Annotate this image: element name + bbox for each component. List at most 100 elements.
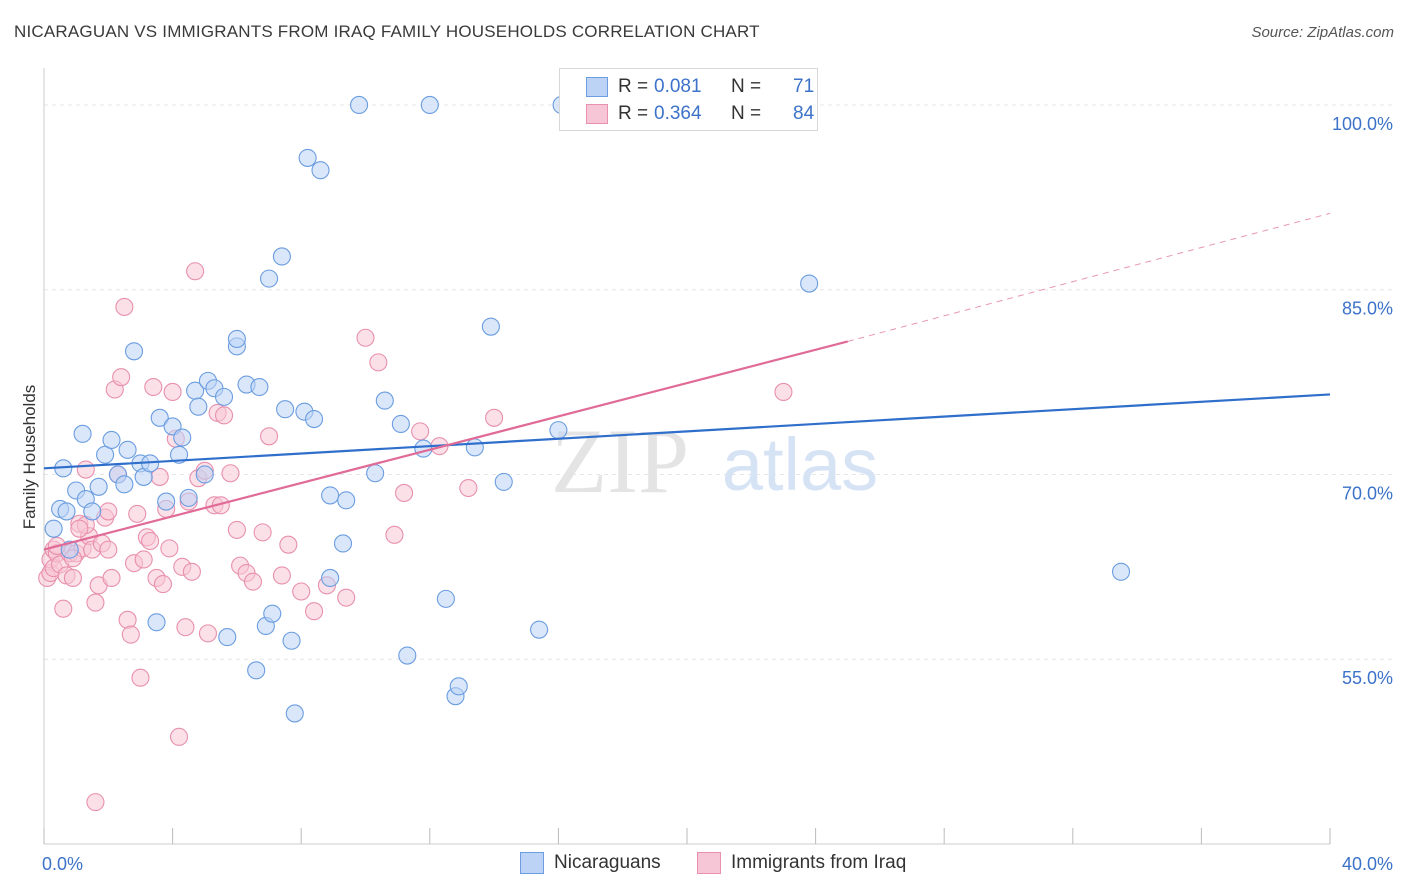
nicaraguan-point [530, 620, 549, 639]
iraq-point [102, 568, 121, 587]
iraq-point [385, 525, 404, 544]
correlation-legend: R = 0.081 N = 71 R = 0.364 N = 84 [559, 68, 818, 131]
iraq-point [76, 460, 95, 479]
nicaraguan-point [282, 631, 301, 650]
nicaraguan-point [285, 704, 304, 723]
nicaraguan-point [321, 486, 340, 505]
nicaraguan-point [549, 421, 568, 440]
iraq-point [485, 408, 504, 427]
iraq-point [395, 483, 414, 503]
nicaraguan-point [195, 465, 214, 484]
iraq-point [411, 422, 430, 441]
legend-r-label: R = [618, 103, 649, 124]
nicaraguan-point [449, 677, 468, 696]
nicaraguan-point [414, 439, 433, 458]
nicaraguan-point [57, 502, 76, 521]
nicaraguan-point [337, 491, 356, 510]
y-axis-label: Family Households [20, 384, 39, 530]
iraq-point [176, 618, 195, 637]
nicaraguan-point [189, 397, 208, 416]
nicaraguan-point [333, 534, 353, 553]
nicaraguan-point [465, 438, 484, 457]
iraq-point [227, 520, 246, 539]
iraq-point [153, 575, 173, 594]
iraq-point [356, 328, 375, 347]
nicaraguan-point [391, 414, 410, 434]
iraq-point [337, 588, 356, 607]
iraq-point [118, 610, 137, 629]
nicaraguan-point [115, 475, 134, 494]
legend-r-value: 0.081 [654, 76, 702, 97]
x-tick-label-max: 40.0% [1342, 854, 1393, 874]
legend-swatch-blue [586, 77, 608, 97]
nicaraguan-point [494, 472, 513, 491]
y-tick-label: 55.0% [1342, 668, 1393, 688]
nicaraguan-point [147, 613, 166, 632]
nicaraguan-point [150, 408, 169, 427]
nicaraguan-point [214, 387, 234, 406]
nicaraguan-point [83, 502, 102, 521]
iraq-point [54, 599, 73, 618]
iraq-trend-extension [847, 212, 1331, 342]
nicaraguan-point [375, 391, 394, 410]
nicaraguan-point [263, 604, 282, 623]
iraq-point [63, 568, 82, 587]
iraq-point [214, 406, 234, 425]
iraq-trend-line [43, 340, 849, 551]
iraq-point [160, 539, 179, 558]
nicaraguan-point [118, 440, 137, 459]
legend-r-value: 0.364 [654, 103, 702, 124]
nicaraguan-point [1111, 562, 1131, 581]
iraq-point [243, 572, 263, 591]
iraq-point [86, 793, 105, 812]
nicaraguan-point [481, 317, 500, 336]
iraq-point [99, 502, 118, 521]
iraq-point [459, 478, 478, 498]
iraq-point [131, 668, 150, 687]
nicaraguan-point [102, 430, 121, 450]
legend-label-nicaraguans: Nicaraguans [554, 852, 661, 873]
legend-n-label: N = [731, 76, 762, 97]
iraq-point [259, 427, 279, 446]
iraq-point [112, 368, 131, 387]
y-tick-label: 100.0% [1332, 114, 1393, 134]
iraq-point [86, 593, 105, 612]
iraq-point [221, 464, 240, 483]
legend-label-iraq: Immigrants from Iraq [731, 852, 907, 873]
iraq-point [121, 625, 140, 644]
nicaraguan-point [44, 519, 63, 538]
nicaraguan-point [350, 95, 369, 115]
nicaraguan-point [227, 329, 246, 349]
nicaraguan-point [247, 661, 266, 680]
nicaraguan-point [311, 161, 330, 180]
iraq-point [272, 566, 291, 585]
legend-item-iraq: Immigrants from Iraq [697, 852, 906, 874]
nicaraguan-point [250, 377, 269, 397]
nicaraguan-point [124, 342, 144, 361]
nicaraguan-point [173, 428, 192, 447]
y-tick-label: 85.0% [1342, 299, 1393, 319]
watermark-zip: ZIP [551, 410, 689, 512]
iraq-point [134, 550, 153, 569]
nicaraguan-point [157, 492, 176, 511]
legend-n-label: N = [731, 103, 762, 124]
legend-n-value: 71 [793, 76, 815, 97]
iraq-point [115, 297, 134, 317]
nicaraguan-point [298, 148, 317, 167]
iraq-point [292, 582, 311, 601]
nicaraguan-point [321, 568, 340, 587]
iraq-point [279, 535, 298, 554]
iraq-point [163, 382, 182, 401]
iraq-point [198, 624, 218, 643]
legend-r-label: R = [618, 76, 649, 97]
iraq-point [305, 602, 324, 621]
nicaraguan-point [89, 477, 108, 496]
source-label: Source: ZipAtlas.com [1251, 24, 1394, 41]
legend-n-value: 84 [793, 103, 815, 124]
nicaraguan-point [398, 646, 417, 665]
iraq-point [774, 382, 793, 401]
iraq-point [99, 540, 118, 559]
iraq-point [70, 519, 89, 538]
nicaraguan-point [272, 247, 291, 266]
